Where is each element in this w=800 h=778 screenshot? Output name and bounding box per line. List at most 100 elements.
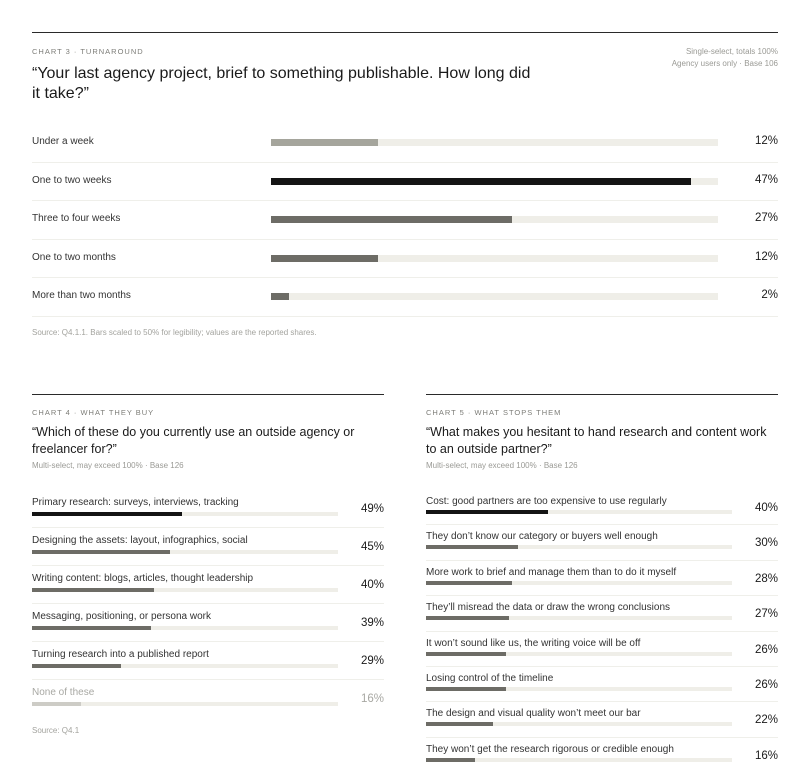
- chart4-value-label: 45%: [360, 541, 384, 553]
- chart4-bar: [32, 588, 155, 592]
- chart3-bar-track: [271, 254, 718, 262]
- chart5-category-label: Cost: good partners are too expensive to…: [426, 496, 667, 507]
- chart5-row: Losing control of the timeline 26%: [426, 667, 778, 703]
- chart3-category-label: More than two months: [32, 290, 131, 302]
- chart5-row: Cost: good partners are too expensive to…: [426, 490, 778, 526]
- chart3-row: More than two months 2%: [32, 278, 778, 317]
- chart3-meta-line-2: Agency users only · Base 106: [671, 59, 778, 68]
- chart4-category-label: Primary research: surveys, interviews, t…: [32, 497, 239, 508]
- chart4-bar-track: [32, 626, 338, 630]
- chart4-subtitle: Multi-select, may exceed 100% · Base 126: [32, 461, 184, 470]
- chart3-source: Source: Q4.1.1. Bars scaled to 50% for l…: [32, 328, 317, 337]
- chart5-value-label: 27%: [754, 608, 778, 621]
- chart3-meta-line-1: Single-select, totals 100%: [685, 47, 778, 56]
- chart4-bar: [32, 626, 152, 630]
- chart4-category-label: Designing the assets: layout, infographi…: [32, 535, 248, 546]
- chart3-value-label: 12%: [754, 135, 778, 147]
- chart4-row: Messaging, positioning, or persona work 3…: [32, 604, 384, 642]
- chart3-row: One to two months 12%: [32, 240, 778, 279]
- chart3-bar: [271, 254, 379, 262]
- chart4-bar-track: [32, 512, 338, 516]
- chart3-bar-track: [271, 177, 718, 185]
- chart5-row: More work to brief and manage them than …: [426, 561, 778, 597]
- chart5-bar-track: [426, 580, 732, 585]
- chart5-value-label: 30%: [754, 537, 778, 550]
- chart4-row: Designing the assets: layout, infographi…: [32, 528, 384, 566]
- chart3-bar: [271, 293, 289, 301]
- chart4-title: “Which of these do you currently use an …: [32, 425, 355, 456]
- chart5-row: It won’t sound like us, the writing voic…: [426, 632, 778, 667]
- chart4-top-rule: [32, 394, 384, 395]
- chart3-category-label: Three to four weeks: [32, 213, 121, 225]
- chart5-title: “What makes you hesitant to hand researc…: [426, 425, 767, 456]
- chart4-bar-track: [32, 588, 338, 592]
- chart5-category-label: The design and visual quality won’t meet…: [426, 708, 641, 720]
- chart3-title: “Your last agency project, brief to some…: [32, 65, 531, 102]
- chart3-value-label: 2%: [761, 289, 778, 302]
- chart5-bar: [426, 757, 475, 762]
- chart5-row: They won’t get the research rigorous or …: [426, 738, 778, 773]
- chart4-bar: [32, 702, 81, 706]
- chart3-value-label: 12%: [754, 250, 778, 263]
- chart3-category-label: One to two months: [32, 251, 116, 263]
- chart5-value-label: 40%: [754, 502, 778, 514]
- chart4-row: Turning research into a published report…: [32, 642, 384, 680]
- chart4-source: Source: Q4.1: [32, 726, 80, 735]
- chart5-bar: [426, 545, 518, 550]
- chart3-row: One to two weeks 47%: [32, 163, 778, 202]
- chart3-bar: [271, 216, 513, 224]
- chart4-value-label: 49%: [360, 503, 384, 515]
- chart5-bar: [426, 580, 512, 585]
- chart4-category-label: None of these: [32, 687, 95, 698]
- chart3-row: Three to four weeks 27%: [32, 201, 778, 240]
- chart4-row: Primary research: surveys, interviews, t…: [32, 490, 384, 528]
- chart5-bar-track: [426, 687, 732, 691]
- chart5-category-label: They don’t know our category or buyers w…: [426, 531, 658, 543]
- chart4-eyebrow: CHART 4 · WHAT THEY BUY: [32, 408, 155, 417]
- chart4-bar-track: [32, 702, 338, 706]
- chart5-eyebrow: CHART 5 · WHAT STOPS THEM: [426, 408, 562, 417]
- chart4-category-label: Writing content: blogs, articles, though…: [32, 573, 254, 584]
- chart4-bar: [32, 664, 121, 668]
- chart3-bar-track: [271, 293, 718, 301]
- chart3-value-label: 27%: [754, 212, 778, 225]
- chart3-bar: [271, 139, 379, 146]
- chart4-category-label: Turning research into a published report: [32, 649, 209, 660]
- chart5-bar: [426, 510, 549, 514]
- chart5-category-label: They’ll misread the data or draw the wro…: [426, 602, 671, 614]
- chart3-top-rule: [32, 32, 778, 33]
- chart4-bar: [32, 512, 182, 516]
- chart5-bar-track: [426, 651, 732, 656]
- chart4-category-label: Messaging, positioning, or persona work: [32, 611, 211, 622]
- chart4-value-label: 39%: [360, 617, 384, 629]
- chart4-value-label: 40%: [360, 579, 384, 591]
- chart5-value-label: 16%: [754, 749, 778, 762]
- chart5-bar: [426, 687, 506, 691]
- chart3-bar: [271, 177, 692, 185]
- chart3-bar-track: [271, 139, 718, 146]
- chart5-bar: [426, 616, 509, 621]
- chart5-category-label: More work to brief and manage them than …: [426, 566, 677, 578]
- chart5-top-rule: [426, 394, 778, 395]
- chart3-eyebrow: CHART 3 · TURNAROUND: [32, 47, 144, 56]
- chart5-bar-track: [426, 722, 732, 727]
- chart3-category-label: Under a week: [32, 136, 94, 147]
- chart5-row: They don’t know our category or buyers w…: [426, 525, 778, 561]
- chart3-bar-track: [271, 216, 718, 224]
- chart3-row: Under a week 12%: [32, 124, 778, 163]
- chart4-row: Writing content: blogs, articles, though…: [32, 566, 384, 604]
- chart5-bar-track: [426, 757, 732, 762]
- chart3-category-label: One to two weeks: [32, 174, 112, 186]
- chart5-bar: [426, 651, 506, 656]
- chart4-bar-track: [32, 550, 338, 554]
- chart5-subtitle: Multi-select, may exceed 100% · Base 126: [426, 461, 578, 470]
- chart5-value-label: 26%: [754, 679, 778, 691]
- chart5-bar-track: [426, 616, 732, 621]
- chart5-bar-track: [426, 510, 732, 514]
- chart4-bar: [32, 550, 170, 554]
- chart5-bar-track: [426, 545, 732, 550]
- chart3-value-label: 47%: [754, 173, 778, 186]
- chart5-value-label: 28%: [754, 572, 778, 585]
- chart5-value-label: 26%: [754, 643, 778, 656]
- chart5-row: The design and visual quality won’t meet…: [426, 702, 778, 738]
